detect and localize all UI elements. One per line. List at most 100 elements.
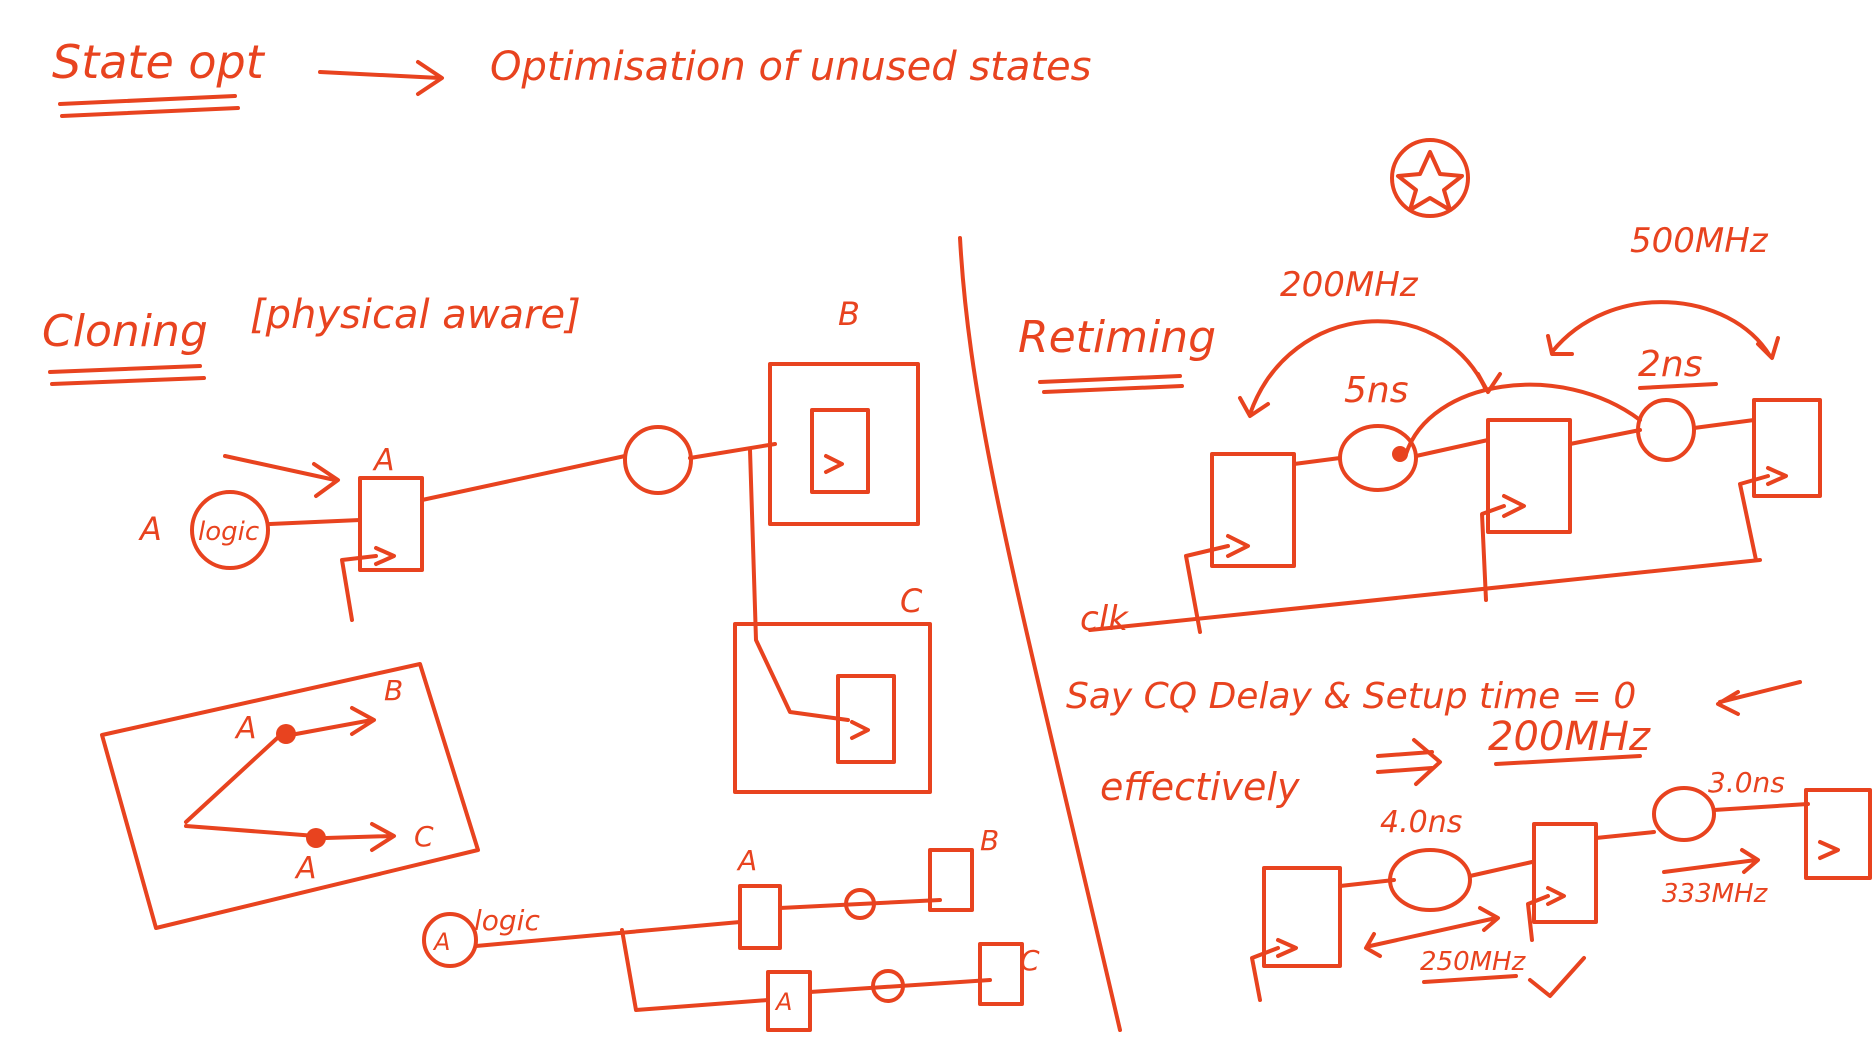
clk-label: clk [1080,599,1129,639]
flop-b [810,408,870,494]
bottom-logic-1 [1388,848,1472,912]
delay-left-label: 5ns [1344,370,1408,411]
arrow-node-b [294,706,376,736]
clone-a2 [766,970,812,1032]
node-c [306,828,326,848]
span-arrow-b2 [1662,848,1760,874]
wire-clone2 [808,978,992,994]
header-title-underline [58,94,240,118]
node-b [276,724,296,744]
section-divider [958,236,1122,1032]
wire-to-clone-2 [620,928,770,1012]
clone2-buffer [871,969,905,1003]
bottom-flop-1-clock-pin [1276,938,1298,958]
placement-c-label: C [414,820,434,853]
retime-move-arrow [1404,382,1642,456]
flop-a-clock-pin [374,546,396,566]
clk-branch-3 [1738,474,1770,562]
wire-logic-to-clones [474,920,742,948]
clk-branch-1 [1184,544,1230,634]
logic-bubble [190,490,270,570]
flop-c-label: C [900,582,923,620]
placement-a-top-label: A [234,711,257,746]
note-arrow [1716,680,1802,716]
cloning-title: Cloning [42,306,208,357]
clone1-buffer [844,888,876,920]
freq-left-label: 200MHz [1280,265,1419,305]
bottom-logic-2 [1652,786,1716,842]
checkmark-icon [1528,956,1586,998]
delay-right-underline [1638,382,1718,390]
retime-wire-3 [1568,428,1642,446]
flop-c [836,674,896,764]
retime-flop-1 [1210,452,1296,568]
freq-right-label: 500MHz [1630,221,1769,261]
wire-logic-to-a [268,518,362,526]
cloning-underline [48,364,206,386]
retiming-section: Retiming 200MHz 500MHz 5ns 2ns clk Say C… [1018,221,1872,1002]
arrow-node-c [324,822,396,852]
cloning-note: [physical aware] [250,292,581,338]
buffer-bubble [623,425,693,495]
cluster-c-box [733,622,932,794]
cluster-b-box [768,362,920,526]
flop-b-label: B [838,295,860,333]
placement-b-label: B [384,674,403,707]
retime-wire-1 [1292,456,1342,466]
retime-logic-2 [1636,398,1696,462]
flop-a-clock-wire [340,554,378,622]
bottom-wire-3 [1594,830,1656,840]
retime-flop-3-clock-pin [1766,466,1788,486]
bottom-flop-3-clock-pin [1818,840,1840,860]
effective-freq-underline [1494,754,1642,766]
retime-flop-2 [1486,418,1572,534]
header-description: Optimisation of unused states [490,44,1091,90]
span-arrow-b1 [1364,906,1500,958]
retime-flop-3 [1752,398,1822,498]
retime-flop-2-clock-pin [1502,494,1526,518]
flop-c-clock-pin [850,720,870,740]
clone-a1-label: A [736,844,757,877]
flop-b-clock-pin [824,454,844,474]
arrow-left-span [1238,319,1502,418]
wire-clone1 [778,898,942,910]
flop-a-label: A [372,443,395,478]
bottom-wire-2 [1468,860,1534,878]
cloning-section: Cloning [physical aware] A logic A B C A [42,292,1040,1032]
retime-logic-1 [1338,424,1418,492]
retiming-title: Retiming [1018,312,1216,363]
bottom-flop-1 [1262,866,1342,968]
star-icon [1390,138,1470,218]
retime-wire-2 [1414,438,1490,458]
flop-c2-label: C [1020,944,1040,977]
retime-wire-4 [1692,418,1756,430]
flop-c2 [978,942,1024,1006]
clk-branch-2 [1480,504,1506,602]
input-a-bubble [422,912,478,968]
logic-label: logic [198,517,259,547]
retiming-underline [1038,374,1184,394]
bottom-wire-4 [1712,802,1810,812]
logic-label-2: logic [474,904,540,937]
retime-flop-1-clock-pin [1226,534,1250,558]
route-to-c [184,824,318,838]
freq-b1-label: 250MHz [1420,947,1527,977]
retime-move-dot [1392,446,1408,462]
placement-box [100,662,480,930]
effectively-label: effectively [1100,765,1300,809]
input-label: A [138,510,162,548]
wire-buffer-to-b [688,442,777,460]
delay-b2-label: 3.0ns [1708,766,1785,799]
bottom-wire-1 [1338,878,1396,888]
header-title: State opt [52,35,266,89]
bottom-clk-2 [1526,894,1550,942]
flop-a [358,476,424,572]
arrow-right-span [1546,300,1780,360]
input-a-label: A [432,928,450,956]
clk-bus [1088,558,1762,632]
delay-right-label: 2ns [1638,344,1702,385]
flop-b2 [928,848,974,912]
retiming-note: Say CQ Delay & Setup time = 0 [1066,676,1636,717]
effective-freq: 200MHz [1488,714,1651,760]
